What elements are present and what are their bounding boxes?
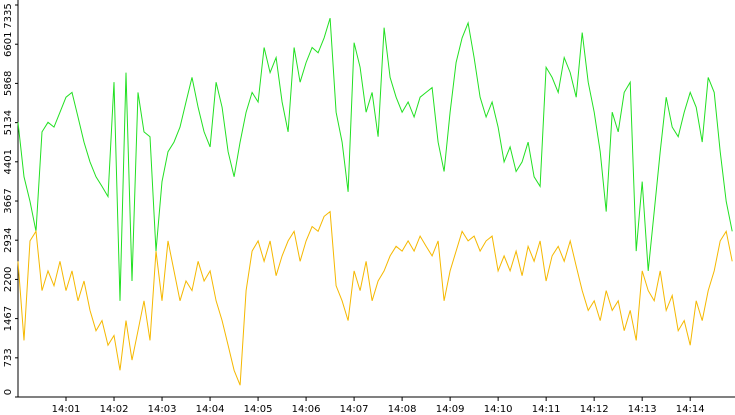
y-tick-label: 5868 xyxy=(3,71,14,96)
x-tick-label: 14:12 xyxy=(580,404,609,415)
y-tick-label: 0 xyxy=(3,389,14,395)
y-tick-label: 4401 xyxy=(3,149,14,174)
y-tick-label: 2934 xyxy=(3,227,14,252)
x-tick-label: 14:06 xyxy=(292,404,321,415)
x-tick-label: 14:03 xyxy=(148,404,177,415)
x-tick-label: 14:02 xyxy=(100,404,129,415)
x-tick-label: 14:07 xyxy=(340,404,369,415)
y-tick-label: 5134 xyxy=(3,110,14,135)
x-tick-label: 14:11 xyxy=(532,404,561,415)
x-tick-label: 14:10 xyxy=(484,404,513,415)
x-tick-label: 14:05 xyxy=(244,404,273,415)
x-tick-label: 14:14 xyxy=(676,404,705,415)
y-tick-label: 1467 xyxy=(3,306,14,331)
y-tick-label: 2200 xyxy=(3,267,14,292)
y-tick-label: 6601 xyxy=(3,32,14,57)
y-tick-label: 3667 xyxy=(3,188,14,213)
x-tick-label: 14:13 xyxy=(628,404,657,415)
x-tick-label: 14:09 xyxy=(436,404,465,415)
x-tick-label: 14:01 xyxy=(52,404,81,415)
series-line xyxy=(17,17,733,301)
y-tick-label: 7335 xyxy=(3,3,14,28)
x-tick-label: 14:08 xyxy=(388,404,417,415)
series-line xyxy=(17,210,733,386)
y-tick-label: 733 xyxy=(3,348,14,367)
x-tick-label: 14:04 xyxy=(196,404,225,415)
